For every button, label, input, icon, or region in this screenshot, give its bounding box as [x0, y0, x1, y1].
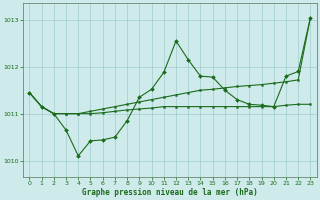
X-axis label: Graphe pression niveau de la mer (hPa): Graphe pression niveau de la mer (hPa): [82, 188, 258, 197]
